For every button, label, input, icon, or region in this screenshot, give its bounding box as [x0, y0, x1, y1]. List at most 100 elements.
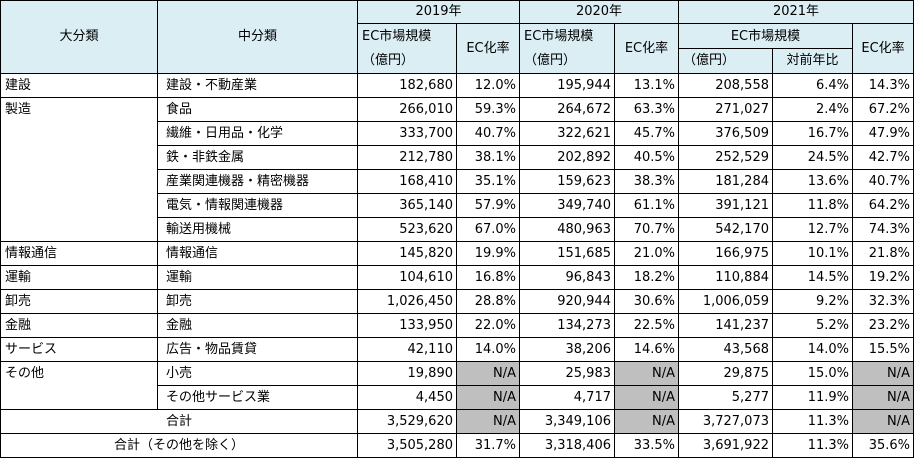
- ec-rate-2019-cell: 19.9%: [456, 241, 520, 266]
- ec-rate-2021-na-cell: N/A: [851, 361, 914, 386]
- major-category-cell: 建設: [0, 73, 158, 98]
- total-ec-market-2020: 3,349,106: [519, 409, 615, 434]
- ec-rate-2019-cell: 28.8%: [456, 289, 520, 314]
- ec-rate-2019-cell: 35.1%: [456, 169, 520, 194]
- ec-rate-2021-cell: 23.2%: [851, 313, 914, 338]
- ec-rate-2021-cell: 74.3%: [851, 217, 914, 242]
- ec-rate-2020-cell: 30.6%: [614, 289, 679, 314]
- major-category-cell: 運輸: [0, 265, 158, 290]
- ec-rate-2020-cell: 63.3%: [614, 97, 679, 122]
- table-row: 運輸 運輸 104,610 16.8% 96,843 18.2% 110,884…: [0, 265, 914, 290]
- total-label: 合計: [0, 409, 358, 434]
- header-ec-rate-2021: EC化率: [851, 23, 914, 74]
- middle-category-cell: 小売: [157, 361, 358, 386]
- ec-rate-2021-cell: 14.3%: [851, 73, 914, 98]
- ec-market-2020-cell: 920,944: [519, 289, 615, 314]
- middle-category-cell: 運輸: [157, 265, 358, 290]
- ec-market-2020-cell: 134,273: [519, 313, 615, 338]
- ec-rate-2020-cell: 40.5%: [614, 145, 679, 170]
- major-category-cell: [0, 145, 158, 170]
- middle-category-cell: 産業関連機器・精密機器: [157, 169, 358, 194]
- middle-category-cell: 広告・物品賃貸: [157, 337, 358, 362]
- ec-market-2020-cell: 96,843: [519, 265, 615, 290]
- ec-market-2020-cell: 4,717: [519, 385, 615, 410]
- table-row: 鉄・非鉄金属 212,780 38.1% 202,892 40.5% 252,5…: [0, 145, 914, 170]
- ec-rate-2019-cell: 14.0%: [456, 337, 520, 362]
- ec-market-2019-cell: 365,140: [357, 193, 457, 218]
- major-category-cell: 情報通信: [0, 241, 158, 266]
- total-excl-ec-rate-2021: 35.6%: [851, 433, 914, 458]
- ec-market-2021-cell: 391,121: [678, 193, 773, 218]
- ec-market-2020-cell: 38,206: [519, 337, 615, 362]
- ec-market-2021-cell: 376,509: [678, 121, 773, 146]
- major-category-cell: [0, 121, 158, 146]
- table-row: 産業関連機器・精密機器 168,410 35.1% 159,623 38.3% …: [0, 169, 914, 194]
- ec-market-2021-cell: 29,875: [678, 361, 773, 386]
- ec-market-2019-cell: 145,820: [357, 241, 457, 266]
- ec-market-2021-cell: 181,284: [678, 169, 773, 194]
- major-category-cell: 卸売: [0, 289, 158, 314]
- table-row: 輸送用機械 523,620 67.0% 480,963 70.7% 542,17…: [0, 217, 914, 242]
- table-row: その他サービス業 4,450 N/A 4,717 N/A 5,277 11.9%…: [0, 385, 914, 410]
- total-ec-market-2021: 3,727,073: [678, 409, 773, 434]
- ec-market-2020-cell: 25,983: [519, 361, 615, 386]
- yoy-2021-cell: 24.5%: [772, 145, 853, 170]
- ec-rate-2020-cell: 14.6%: [614, 337, 679, 362]
- ec-market-2021-cell: 5,277: [678, 385, 773, 410]
- ec-rate-2019-cell: 16.8%: [456, 265, 520, 290]
- ec-rate-2021-cell: 64.2%: [851, 193, 914, 218]
- table-row: 繊維・日用品・化学 333,700 40.7% 322,621 45.7% 37…: [0, 121, 914, 146]
- ec-rate-2021-cell: 40.7%: [851, 169, 914, 194]
- total-ec-rate-2020: N/A: [614, 409, 679, 434]
- ec-market-2021-cell: 1,006,059: [678, 289, 773, 314]
- middle-category-cell: 電気・情報関連機器: [157, 193, 358, 218]
- ec-market-2021-cell: 208,558: [678, 73, 773, 98]
- ec-market-2019-cell: 182,680: [357, 73, 457, 98]
- ec-rate-2020-cell: 13.1%: [614, 73, 679, 98]
- major-category-cell: その他: [0, 361, 158, 386]
- header-unit-2021: （億円）: [678, 48, 773, 74]
- ec-rate-2020-cell: 45.7%: [614, 121, 679, 146]
- middle-category-cell: 卸売: [157, 289, 358, 314]
- ec-market-2019-cell: 333,700: [357, 121, 457, 146]
- header-year-2019: 2019年: [357, 0, 520, 24]
- ec-market-2020-cell: 480,963: [519, 217, 615, 242]
- ec-rate-2021-cell: 42.7%: [851, 145, 914, 170]
- major-category-cell: [0, 217, 158, 242]
- ec-market-2019-cell: 19,890: [357, 361, 457, 386]
- ec-market-2019-cell: 212,780: [357, 145, 457, 170]
- ec-rate-2020-cell: 22.5%: [614, 313, 679, 338]
- ec-market-2019-cell: 266,010: [357, 97, 457, 122]
- major-category-cell: [0, 169, 158, 194]
- middle-category-cell: 繊維・日用品・化学: [157, 121, 358, 146]
- yoy-2021-cell: 14.0%: [772, 337, 853, 362]
- ec-rate-2020-cell: 61.1%: [614, 193, 679, 218]
- middle-category-cell: 食品: [157, 97, 358, 122]
- ec-rate-2019-cell: 12.0%: [456, 73, 520, 98]
- ec-market-2020-cell: 322,621: [519, 121, 615, 146]
- total-ec-market-2019: 3,529,620: [357, 409, 457, 434]
- ec-market-2020-cell: 159,623: [519, 169, 615, 194]
- header-ec-market-2020: EC市場規模: [519, 23, 615, 49]
- middle-category-cell: 鉄・非鉄金属: [157, 145, 358, 170]
- header-unit-2019: （億円）: [357, 48, 457, 74]
- yoy-2021-cell: 5.2%: [772, 313, 853, 338]
- total-excl-ec-rate-2019: 31.7%: [456, 433, 520, 458]
- ec-rate-2019-na-cell: N/A: [456, 385, 520, 410]
- table-row: 情報通信 情報通信 145,820 19.9% 151,685 21.0% 16…: [0, 241, 914, 266]
- major-category-cell: 製造: [0, 97, 158, 122]
- ec-market-2019-cell: 104,610: [357, 265, 457, 290]
- total-yoy-2021: 11.3%: [772, 409, 853, 434]
- ec-rate-2021-cell: 32.3%: [851, 289, 914, 314]
- ec-market-2020-cell: 195,944: [519, 73, 615, 98]
- table-body: 建設 建設・不動産業 182,680 12.0% 195,944 13.1% 2…: [0, 73, 914, 458]
- table-row: 建設 建設・不動産業 182,680 12.0% 195,944 13.1% 2…: [0, 73, 914, 98]
- middle-category-cell: 輸送用機械: [157, 217, 358, 242]
- ec-market-2021-cell: 43,568: [678, 337, 773, 362]
- total-ec-rate-2021: N/A: [851, 409, 914, 434]
- table-row: 卸売 卸売 1,026,450 28.8% 920,944 30.6% 1,00…: [0, 289, 914, 314]
- header-year-2021: 2021年: [677, 0, 914, 24]
- ec-market-2019-cell: 168,410: [357, 169, 457, 194]
- major-category-cell: サービス: [0, 337, 158, 362]
- yoy-2021-cell: 14.5%: [772, 265, 853, 290]
